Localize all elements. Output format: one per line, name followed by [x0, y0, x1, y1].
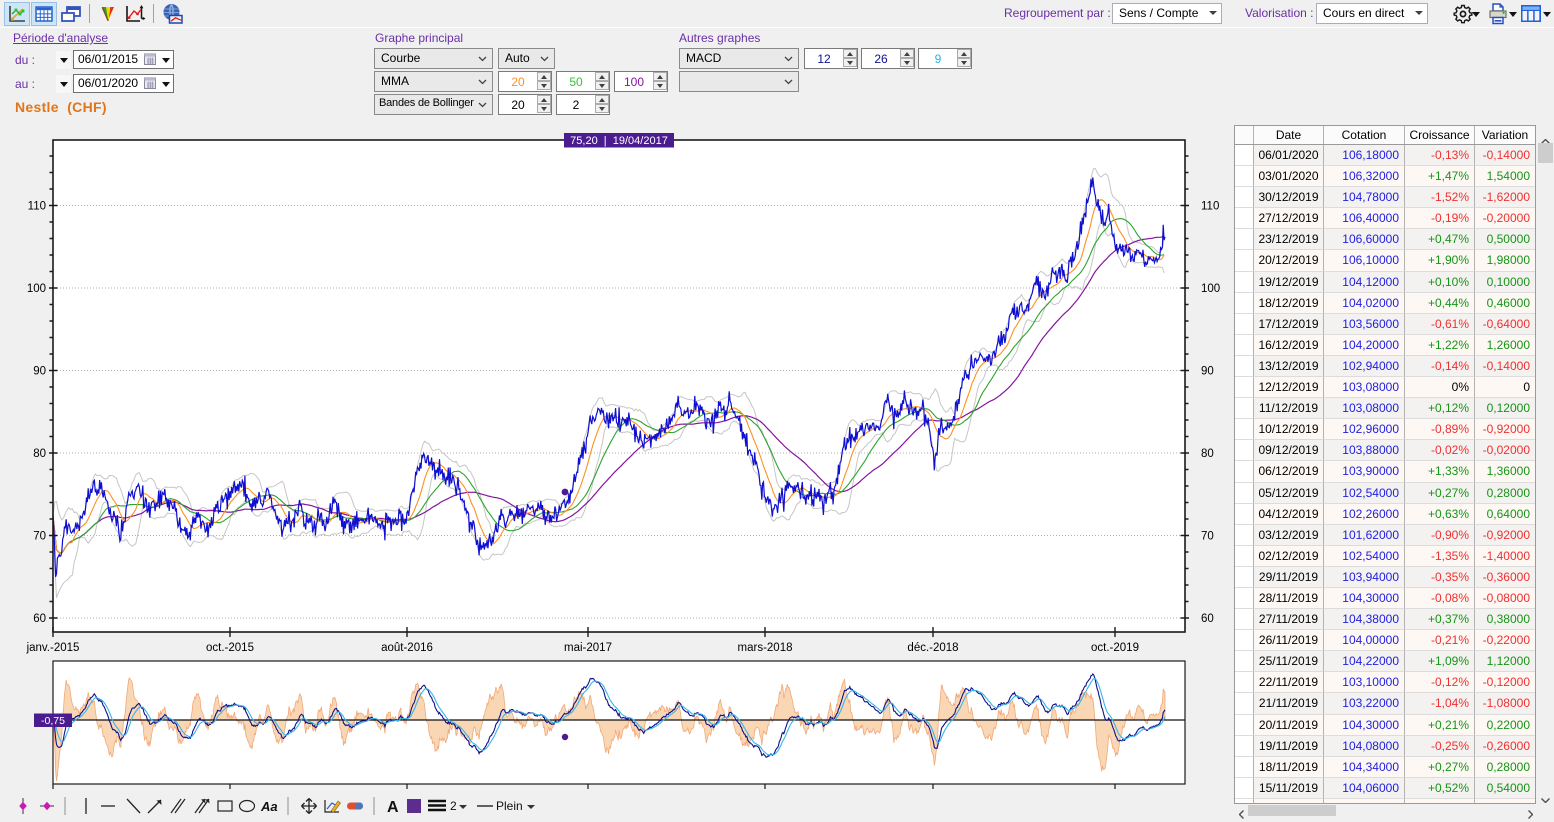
svg-text:90: 90	[33, 366, 46, 378]
svg-text:110: 110	[28, 201, 46, 213]
svg-text:110: 110	[1201, 201, 1219, 213]
svg-text:oct.-2019: oct.-2019	[1091, 642, 1139, 654]
svg-text:100: 100	[1201, 283, 1220, 295]
svg-text:2: 2	[450, 799, 457, 813]
svg-text:août-2016: août-2016	[381, 642, 433, 654]
svg-text:90: 90	[1201, 366, 1214, 378]
svg-text:-0,75: -0,75	[41, 715, 65, 727]
svg-text:60: 60	[33, 613, 46, 625]
svg-text:Plein: Plein	[496, 799, 523, 813]
svg-text:100: 100	[27, 283, 46, 295]
svg-text:75,20 | 19/04/2017: 75,20 | 19/04/2017	[570, 135, 668, 147]
svg-text:oct.-2015: oct.-2015	[206, 642, 254, 654]
svg-text:Aa: Aa	[260, 799, 278, 814]
svg-text:déc.-2018: déc.-2018	[907, 642, 958, 654]
svg-text:mars-2018: mars-2018	[738, 642, 793, 654]
svg-text:80: 80	[33, 448, 46, 460]
svg-text:60: 60	[1201, 613, 1214, 625]
svg-text:80: 80	[1201, 448, 1214, 460]
svg-text:70: 70	[33, 531, 46, 543]
svg-text:A: A	[387, 799, 399, 816]
svg-text:janv.-2015: janv.-2015	[26, 642, 80, 654]
svg-text:70: 70	[1201, 531, 1214, 543]
svg-text:mai-2017: mai-2017	[564, 642, 612, 654]
